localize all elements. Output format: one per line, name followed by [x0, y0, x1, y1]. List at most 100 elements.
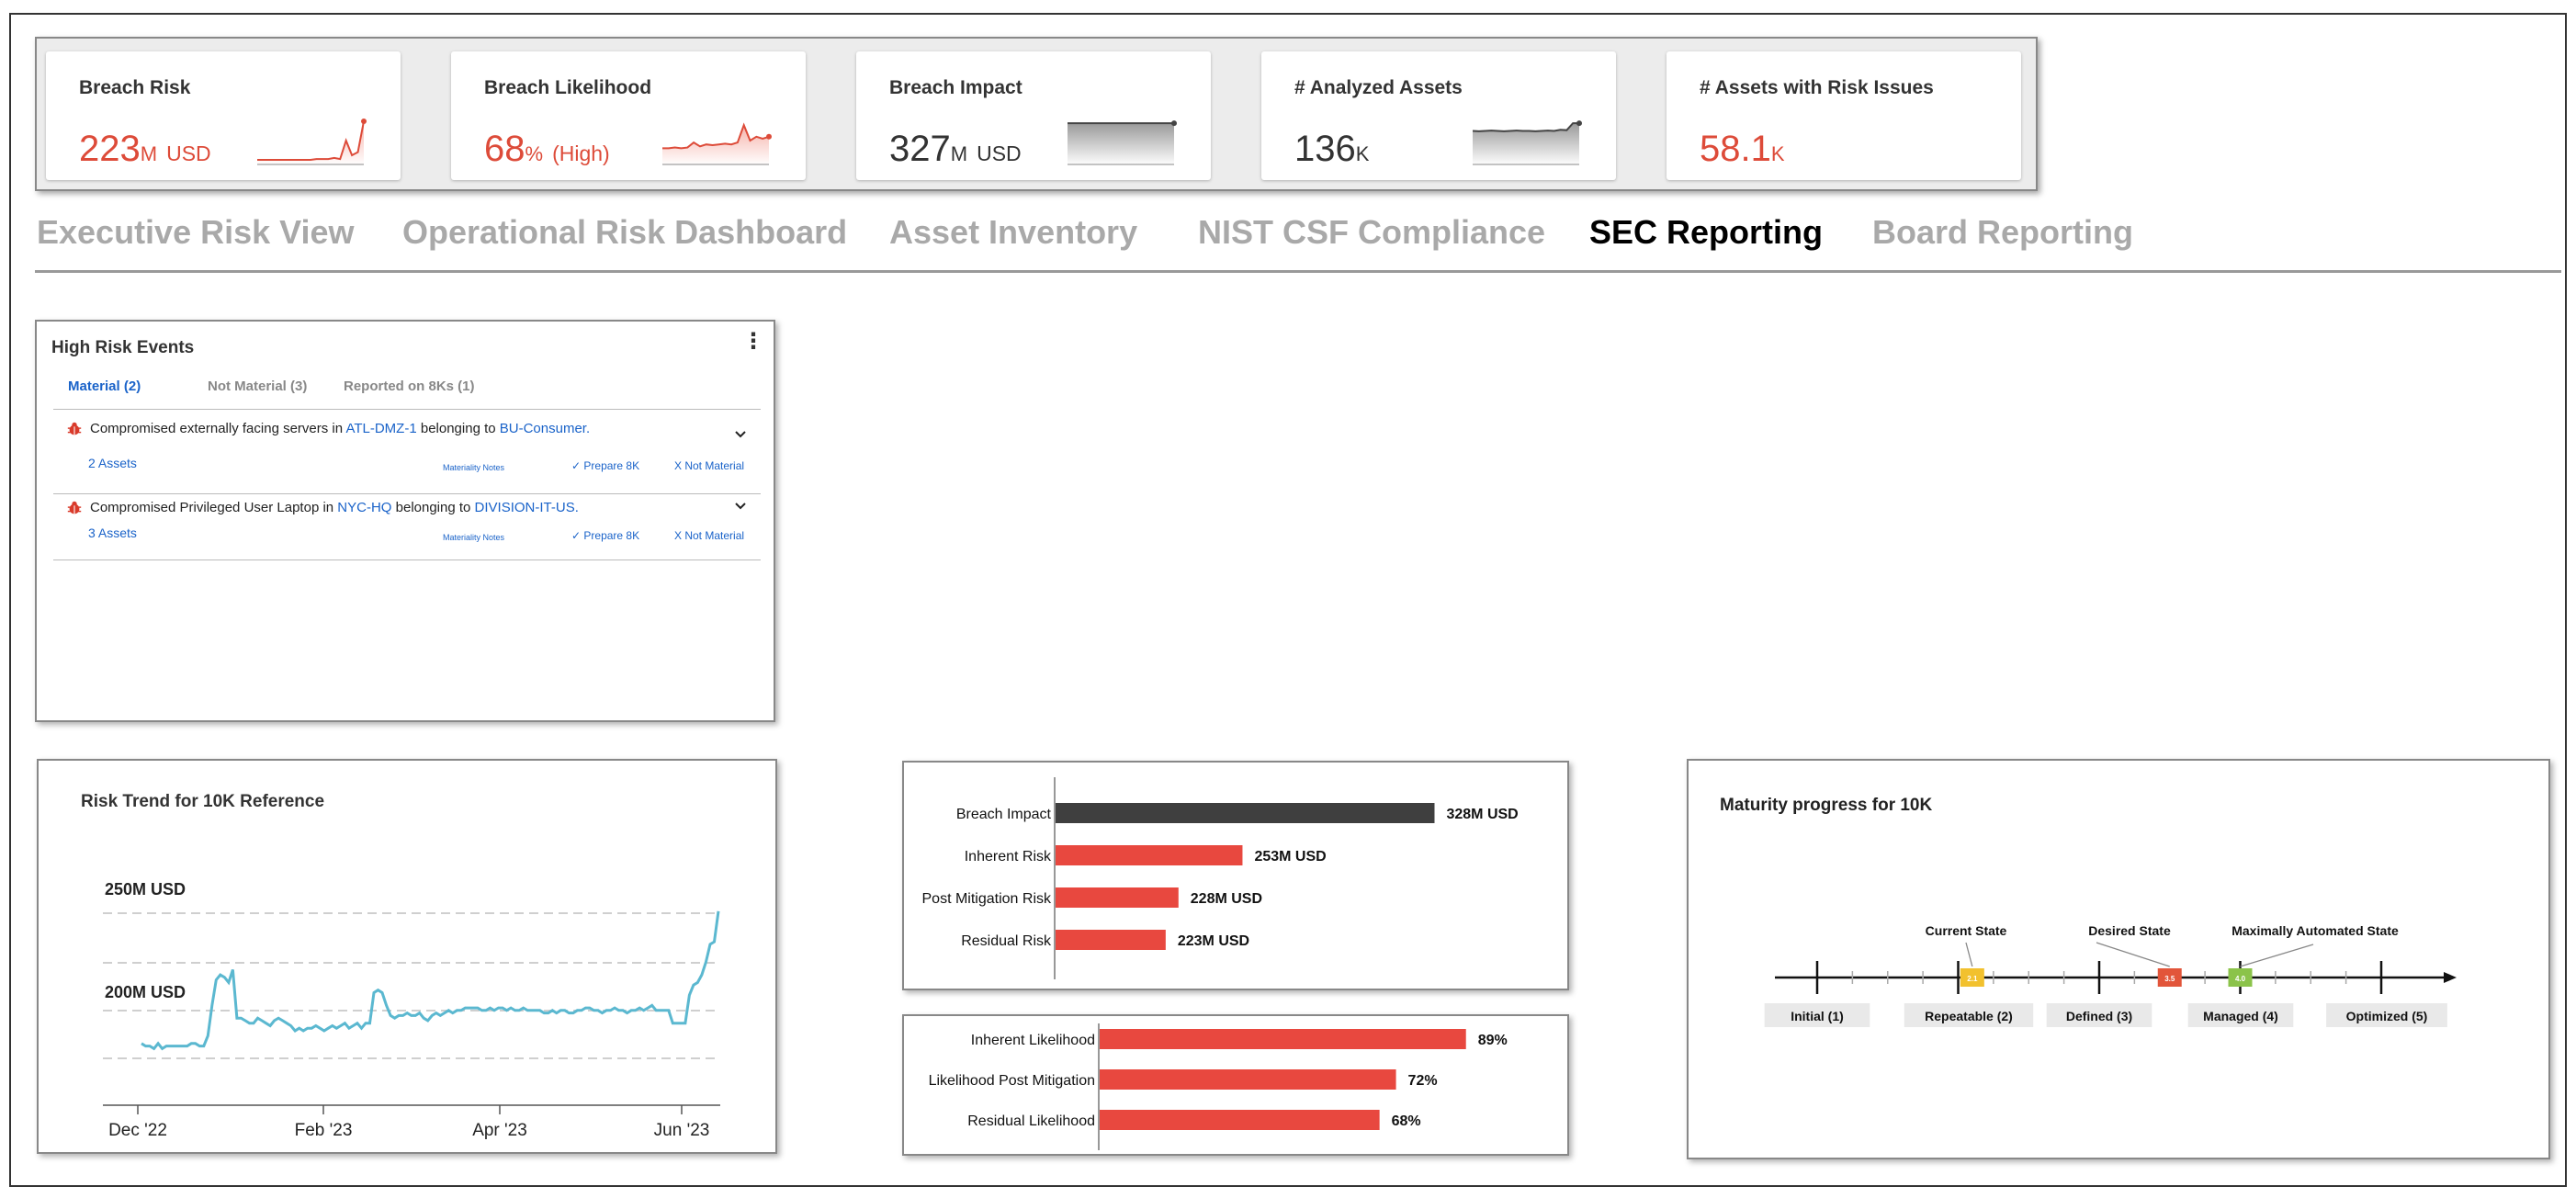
- category-label: Residual Risk: [961, 933, 1052, 949]
- kpi-suffix: (High): [552, 141, 610, 165]
- level-label-box: [2326, 1003, 2447, 1027]
- bar: [1056, 803, 1435, 823]
- x-tick-label: Apr '23: [472, 1121, 527, 1140]
- sparkline-line: [1473, 122, 1579, 132]
- bar: [1100, 1110, 1380, 1130]
- panel-title: High Risk Events: [51, 338, 195, 357]
- marker-label: Maximally Automated State: [2231, 923, 2399, 938]
- more-menu-icon[interactable]: ⋮: [742, 329, 764, 354]
- prepare-8k-label: Prepare 8K: [583, 459, 640, 472]
- marker-value: 2.1: [1967, 975, 1978, 983]
- y-tick-label: 200M USD: [105, 983, 186, 1001]
- chevron-down-icon[interactable]: [733, 426, 748, 441]
- sparkline: [1473, 120, 1582, 165]
- category-label: Post Mitigation Risk: [922, 891, 1052, 907]
- kpi-number: 223: [79, 129, 141, 169]
- kpi-card[interactable]: Breach Impact 327M USD: [856, 51, 1211, 180]
- kpi-value: 58.1K: [1700, 130, 1785, 173]
- y-tick-label: 250M USD: [105, 880, 186, 898]
- risk-trend-chart: 250M USD 200M USD Dec '22 Feb '23 Apr '23 Jun…: [103, 880, 720, 1140]
- assets-link[interactable]: 2 Assets: [88, 456, 137, 470]
- level-label-box: [1904, 1003, 2034, 1027]
- level-label-box: [2046, 1003, 2152, 1027]
- event-description: Compromised Privileged User Laptop in NY…: [90, 500, 579, 515]
- sparkline-area: [1473, 123, 1579, 165]
- kpi-card[interactable]: # Assets with Risk Issues 58.1K: [1666, 51, 2021, 180]
- not-material-button[interactable]: X Not Material: [674, 529, 745, 542]
- assets-link[interactable]: 3 Assets: [88, 526, 137, 540]
- not-material-button[interactable]: X Not Material: [674, 459, 745, 472]
- tab-board-reporting[interactable]: Board Reporting: [1872, 213, 2133, 251]
- sparkline-endpoint: [1171, 120, 1177, 127]
- marker-pointer: [1965, 942, 1973, 967]
- sparkline-endpoint: [766, 133, 772, 140]
- tab-executive-risk-view[interactable]: Executive Risk View: [37, 213, 355, 251]
- list-item: Compromised externally facing servers in…: [53, 421, 761, 494]
- x-tick-label: Dec '22: [108, 1121, 167, 1140]
- likelihood-bar-chart: Inherent Likelihood 89% Likelihood Post Mi…: [929, 1023, 1508, 1150]
- maturity-marker[interactable]: [2157, 968, 2182, 987]
- kpi-number: 58.1: [1700, 129, 1771, 169]
- chevron-down-icon[interactable]: [733, 498, 748, 513]
- marker-pointer: [2240, 944, 2314, 967]
- maturity-marker[interactable]: [1960, 968, 1984, 987]
- materiality-notes-link[interactable]: Materiality Notes: [443, 463, 505, 472]
- breach-risk-bar-panel: Breach Impact 328M USD Inherent Risk 253M U…: [902, 761, 1569, 990]
- x-tick-label: Jun '23: [654, 1121, 710, 1140]
- location-link[interactable]: ATL-DMZ-1: [345, 421, 417, 436]
- tab-nist-csf-compliance[interactable]: NIST CSF Compliance: [1198, 213, 1546, 251]
- tab-operational-risk-dashboard[interactable]: Operational Risk Dashboard: [402, 213, 848, 251]
- tab-reported-8k[interactable]: Reported on 8Ks (1): [344, 379, 475, 394]
- kpi-label: # Assets with Risk Issues: [1700, 77, 1934, 98]
- location-link[interactable]: NYC-HQ: [337, 500, 392, 515]
- kpi-label: # Analyzed Assets: [1294, 77, 1463, 98]
- kpi-value: 223M USD: [79, 130, 211, 173]
- data-label: 72%: [1408, 1073, 1438, 1089]
- materiality-notes-link[interactable]: Materiality Notes: [443, 533, 505, 542]
- marker-label: Desired State: [2088, 923, 2171, 938]
- maturity-marker[interactable]: [2228, 968, 2253, 987]
- kpi-card[interactable]: # Analyzed Assets 136K: [1261, 51, 1616, 180]
- kpi-number: 136: [1294, 129, 1356, 169]
- kpi-card[interactable]: Breach Risk 223M USD: [46, 51, 401, 180]
- kpi-unit: M: [950, 142, 968, 165]
- tab-material[interactable]: Material (2): [68, 379, 141, 394]
- bar: [1056, 887, 1179, 908]
- prepare-8k-button[interactable]: ✓ Prepare 8K: [571, 529, 640, 542]
- level-label: Initial (1): [1791, 1009, 1844, 1023]
- kpi-unit: %: [525, 142, 544, 165]
- business-unit-link[interactable]: BU-Consumer.: [499, 421, 591, 436]
- bar: [1056, 930, 1166, 950]
- maturity-scale: Initial (1) Repeatable (2) Defined (3) Mana…: [1764, 923, 2457, 1027]
- risk-trend-panel: Risk Trend for 10K Reference 250M USD 200…: [37, 759, 777, 1154]
- kpi-unit: K: [1355, 142, 1370, 165]
- level-label: Defined (3): [2066, 1009, 2132, 1023]
- data-label: 253M USD: [1254, 849, 1326, 865]
- sparkline-area: [257, 121, 364, 165]
- list-item: Compromised Privileged User Laptop in NY…: [53, 496, 761, 560]
- tab-asset-inventory[interactable]: Asset Inventory: [889, 213, 1138, 251]
- prepare-8k-button[interactable]: ✓ Prepare 8K: [571, 459, 640, 472]
- sparkline-endpoint: [361, 119, 367, 124]
- arrow-head-icon: [2444, 972, 2457, 983]
- data-label: 223M USD: [1178, 933, 1249, 949]
- sparkline: [1068, 120, 1177, 165]
- kpi-card[interactable]: Breach Likelihood 68% (High): [451, 51, 806, 180]
- data-label: 328M USD: [1446, 807, 1518, 822]
- level-label: Managed (4): [2203, 1009, 2278, 1023]
- sparkline-endpoint: [1576, 120, 1582, 127]
- tab-sec-reporting[interactable]: SEC Reporting: [1589, 213, 1824, 251]
- high-risk-events-panel: High Risk Events ⋮ Material (2) Not Mate…: [35, 320, 775, 722]
- bug-icon: [67, 501, 82, 514]
- event-text: Compromised Privileged User Laptop in: [90, 500, 338, 515]
- kpi-number: 327: [889, 129, 951, 169]
- series-line: [141, 910, 720, 1051]
- business-unit-link[interactable]: DIVISION-IT-US.: [474, 500, 579, 515]
- event-description: Compromised externally facing servers in…: [90, 421, 590, 436]
- tab-not-material[interactable]: Not Material (3): [208, 379, 308, 394]
- category-label: Breach Impact: [956, 807, 1052, 822]
- level-label-box: [1764, 1003, 1870, 1027]
- tabs-divider: [35, 270, 2561, 273]
- kpi-value: 136K: [1294, 130, 1369, 173]
- marker-pointer: [2096, 942, 2170, 967]
